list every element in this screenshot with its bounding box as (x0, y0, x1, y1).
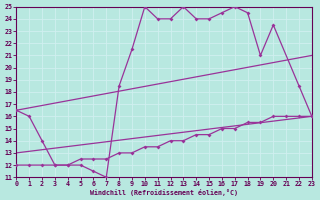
X-axis label: Windchill (Refroidissement éolien,°C): Windchill (Refroidissement éolien,°C) (90, 189, 238, 196)
